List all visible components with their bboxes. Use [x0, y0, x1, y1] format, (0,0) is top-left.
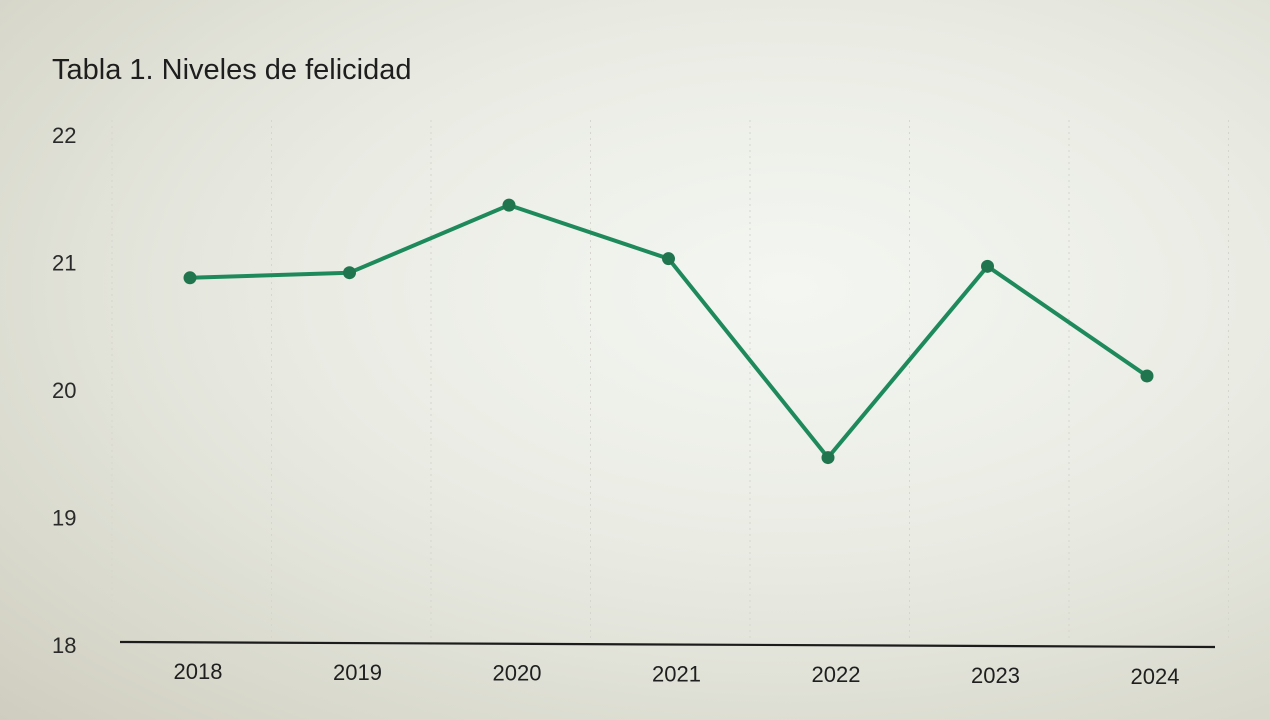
y-tick-label: 21 — [52, 251, 76, 276]
x-tick-label: 2022 — [812, 662, 861, 687]
x-tick-label: 2024 — [1131, 664, 1180, 689]
data-point-2023 — [981, 259, 994, 273]
data-point-2020 — [502, 198, 516, 212]
x-tick-label: 2018 — [174, 659, 223, 684]
x-axis-baseline — [119, 640, 1216, 649]
x-tick-label: 2019 — [333, 660, 382, 685]
data-point-2022 — [821, 451, 835, 465]
data-point-2019 — [343, 266, 356, 280]
y-axis: 18 19 20 21 22 — [52, 123, 76, 658]
series-line — [188, 203, 1149, 460]
grid-lines — [111, 120, 1229, 640]
x-tick-label: 2023 — [971, 663, 1020, 688]
chart-title: Tabla 1. Niveles de felicidad — [52, 54, 411, 86]
data-point-2024 — [1140, 369, 1154, 383]
y-tick-label: 20 — [52, 378, 76, 403]
y-tick-label: 19 — [52, 506, 76, 531]
x-axis: 2018 2019 2020 2021 2022 2023 2024 — [174, 659, 1180, 689]
data-point-2018 — [183, 271, 197, 285]
data-point-2021 — [662, 252, 675, 266]
series-layer — [183, 198, 1154, 465]
y-tick-label: 22 — [52, 123, 76, 148]
x-tick-label: 2021 — [652, 661, 701, 686]
x-tick-label: 2020 — [493, 661, 542, 686]
y-tick-label: 18 — [52, 633, 76, 658]
